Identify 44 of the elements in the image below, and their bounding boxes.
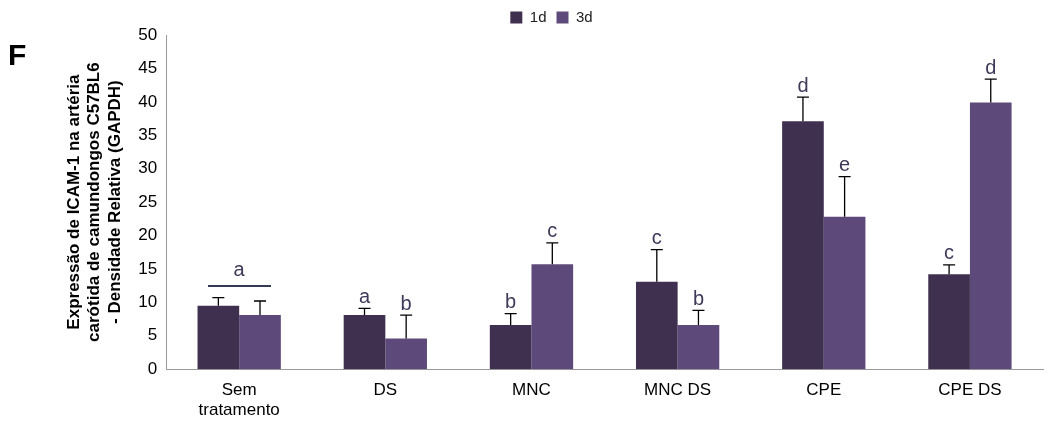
y-tick-label: 30 (138, 158, 158, 178)
y-tick-label: 5 (147, 325, 158, 345)
data-label: a (233, 258, 246, 281)
text: F (8, 38, 27, 72)
bar (677, 325, 720, 370)
y-axis-title: Expressão de ICAM-1 na artéria carótida de camundongos C57BL6 - Densidade Relativa (GAPDH) (63, 62, 124, 342)
data-label: c (651, 226, 662, 249)
data-label: a (358, 284, 371, 307)
legend-label: 3d (576, 7, 593, 25)
bar (531, 264, 574, 370)
y-tick-label: 0 (147, 358, 158, 378)
x-tick-label: MNC DS (644, 380, 712, 400)
bar (343, 315, 386, 370)
y-tick-label: 10 (138, 292, 158, 312)
bar (969, 102, 1012, 370)
bar (239, 315, 281, 370)
y-tick-label: 45 (138, 58, 158, 78)
data-label: b (692, 286, 705, 309)
y-tick-label: 50 (138, 24, 158, 44)
x-tick-label: CPE (806, 380, 842, 400)
y-tick-label: 20 (138, 225, 158, 245)
bar (782, 121, 824, 370)
bar (197, 305, 240, 370)
bar (385, 338, 427, 370)
bar (489, 325, 532, 370)
bar (928, 274, 970, 370)
data-label: b (505, 290, 517, 313)
data-label: c (944, 241, 955, 264)
bar (635, 281, 678, 370)
data-label: d (797, 73, 809, 96)
data-label: b (400, 291, 412, 314)
data-label: c (547, 219, 558, 242)
bar (823, 216, 866, 370)
x-tick-label: CPE DS (938, 380, 1002, 400)
data-label: e (839, 153, 851, 176)
legend-label: 1d (529, 7, 547, 25)
x-tick-label: Sem tratamento (198, 380, 280, 420)
y-tick-label: 35 (138, 124, 158, 144)
x-tick-label: DS (373, 380, 398, 400)
y-tick-label: 15 (138, 258, 158, 278)
x-tick-label: MNC (512, 380, 551, 400)
data-label: d (985, 55, 997, 78)
y-tick-label: 40 (138, 91, 158, 111)
y-tick-label: 25 (138, 191, 158, 211)
